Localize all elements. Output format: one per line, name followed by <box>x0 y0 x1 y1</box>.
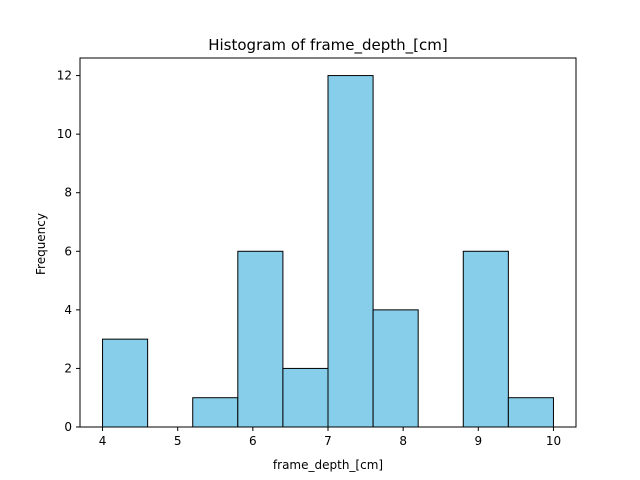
chart-title: Histogram of frame_depth_[cm] <box>208 36 448 55</box>
histogram-bar <box>192 397 239 428</box>
x-tick-label: 10 <box>546 434 561 448</box>
histogram-bar <box>237 250 284 428</box>
x-tick-label: 8 <box>399 434 407 448</box>
histogram-bar <box>372 309 419 428</box>
y-tick-label: 8 <box>64 186 72 200</box>
x-axis-ticks: 4 5 6 7 8 9 10 <box>99 427 561 448</box>
histogram-bar <box>462 250 509 428</box>
y-tick-label: 0 <box>64 420 72 434</box>
x-tick-label: 5 <box>174 434 182 448</box>
x-axis-label: frame_depth_[cm] <box>273 458 383 472</box>
plot-area-frame <box>79 57 577 428</box>
x-tick-label: 4 <box>99 434 107 448</box>
histogram-bar <box>282 367 329 428</box>
x-tick-label: 7 <box>324 434 332 448</box>
bars-group <box>102 75 554 428</box>
y-tick-label: 10 <box>57 127 72 141</box>
y-tick-label: 2 <box>64 361 72 375</box>
y-tick-label: 12 <box>57 69 72 83</box>
y-axis-label: Frequency <box>34 213 48 275</box>
y-axis-ticks: 0 2 4 6 8 10 12 <box>57 69 80 434</box>
histogram-bar <box>507 397 554 428</box>
y-tick-label: 4 <box>64 303 72 317</box>
x-tick-label: 6 <box>249 434 257 448</box>
y-tick-label: 6 <box>64 244 72 258</box>
histogram-bar <box>327 75 374 428</box>
x-tick-label: 9 <box>474 434 482 448</box>
histogram-bar <box>102 338 149 428</box>
